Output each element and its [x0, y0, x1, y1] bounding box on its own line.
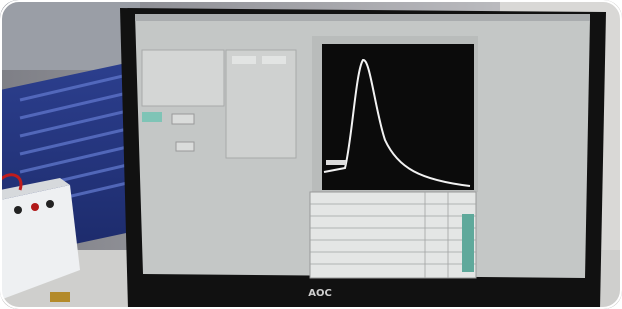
field	[232, 56, 256, 64]
plot-legend	[326, 160, 346, 165]
terminal	[14, 206, 22, 214]
photo: AOC	[0, 0, 622, 309]
page: AOC (() => { const data = JSON.parse(doc…	[0, 0, 622, 309]
results-table	[310, 192, 476, 278]
monitor-logo: AOC	[308, 288, 332, 299]
button[interactable]	[142, 112, 162, 122]
button[interactable]	[176, 142, 194, 151]
button[interactable]	[172, 114, 194, 124]
lab-shelf	[0, 0, 140, 70]
connector	[50, 292, 70, 302]
terminal	[31, 203, 39, 211]
panel	[226, 50, 296, 158]
status-column	[462, 214, 474, 272]
terminal	[46, 200, 54, 208]
panel	[142, 50, 224, 106]
title-bar	[135, 14, 590, 21]
field	[262, 56, 286, 64]
scene: AOC	[0, 0, 622, 309]
